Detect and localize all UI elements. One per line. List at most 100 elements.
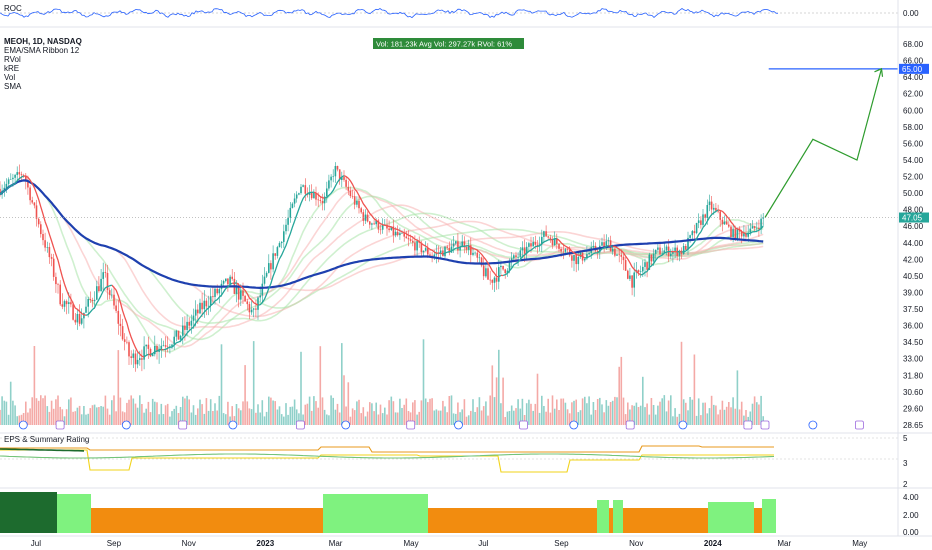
candle-body [276, 247, 279, 256]
volume-bar [498, 349, 500, 425]
earnings-marker[interactable] [625, 420, 635, 430]
volume-bar [616, 397, 618, 425]
volume-bar [433, 410, 436, 425]
earnings-marker[interactable] [743, 420, 753, 430]
volume-bar [171, 411, 173, 425]
earnings-marker[interactable] [55, 420, 65, 430]
candle-body [166, 346, 169, 348]
candle-body [63, 301, 66, 307]
volume-bar [414, 400, 416, 425]
volume-bar [87, 413, 89, 425]
volume-bar [622, 397, 625, 425]
volume-bar [678, 413, 681, 425]
volume-bar [123, 412, 126, 425]
volume-bar [452, 413, 455, 425]
eps-yellow-line [0, 449, 774, 473]
volume-bar [182, 396, 184, 425]
volume-bar [68, 399, 70, 425]
time-axis-label: Nov [629, 539, 643, 548]
volume-bar [293, 399, 296, 425]
eps-axis-0: 5 [903, 434, 908, 443]
candle-body [665, 246, 668, 251]
volume-bar [22, 413, 25, 425]
candle-body [9, 179, 12, 180]
earnings-marker[interactable] [760, 420, 770, 430]
candle-body [427, 248, 429, 255]
earnings-marker[interactable] [178, 420, 188, 430]
candle-body [525, 246, 528, 254]
time-axis-label: Sep [554, 539, 569, 548]
volume-bar [588, 396, 590, 425]
volume-bar [758, 404, 760, 425]
volume-bar [33, 346, 36, 425]
candle-body [186, 321, 188, 330]
volume-bar [44, 395, 46, 425]
dividend-marker[interactable] [341, 420, 351, 430]
volume-bar [455, 413, 457, 425]
candle-body [315, 192, 317, 200]
volume-bar [416, 414, 418, 425]
time-axis-label: Jul [478, 539, 488, 548]
volume-bar [553, 408, 556, 425]
dividend-marker[interactable] [228, 420, 238, 430]
earnings-marker[interactable] [295, 420, 305, 430]
eps-green-line [0, 453, 775, 459]
roc-label: ROC [4, 4, 22, 13]
dividend-marker[interactable] [121, 420, 131, 430]
volume-bar [276, 409, 279, 425]
dividend-marker[interactable] [808, 420, 818, 430]
candle-body [104, 272, 107, 273]
volume-bar [12, 400, 14, 425]
volume-bar [388, 400, 390, 425]
volume-bar [147, 401, 150, 425]
earnings-marker[interactable] [406, 420, 416, 430]
earnings-marker[interactable] [519, 420, 528, 430]
volume-bar [719, 409, 721, 425]
dividend-marker[interactable] [18, 420, 28, 430]
price-axis-label: 44.00 [903, 239, 924, 248]
current-price-tag: 47.05 [899, 212, 929, 223]
volume-bar [315, 401, 317, 425]
candle-body [18, 172, 21, 175]
volume-bar [732, 397, 734, 425]
candle-body [293, 198, 296, 204]
volume-bar [523, 415, 526, 425]
candle-body [644, 262, 646, 267]
candle-body [48, 247, 51, 258]
volume-bar [360, 413, 362, 425]
volume-bar [590, 414, 592, 425]
candle-body [536, 244, 539, 246]
dividend-marker[interactable] [454, 420, 463, 430]
volume-bar [515, 408, 517, 425]
volume-bar [700, 415, 702, 425]
candle-body [319, 200, 322, 201]
volume-bar [734, 408, 737, 425]
eps-axis-1: 3 [903, 459, 908, 468]
dividend-marker[interactable] [678, 420, 688, 430]
candle-body [736, 228, 739, 240]
volume-bar [295, 409, 298, 425]
candle-body [119, 323, 122, 326]
candle-body [106, 273, 109, 291]
candle-body [687, 237, 689, 250]
volume-bar [702, 402, 704, 425]
candle-body [278, 243, 281, 248]
volume-bar [106, 408, 109, 425]
candle-body [182, 325, 184, 336]
price-axis-label: 50.00 [903, 189, 924, 198]
candle-body [470, 245, 472, 255]
candle-body [16, 172, 18, 175]
volume-bar [113, 395, 115, 425]
volume-bar [220, 344, 223, 425]
earnings-marker[interactable] [855, 420, 864, 430]
volume-bar [184, 398, 186, 425]
candle-body [756, 227, 758, 229]
volume-bar [510, 405, 513, 425]
price-axis-label: 48.00 [903, 206, 924, 215]
volume-bar [166, 403, 169, 425]
rating-segment [762, 499, 776, 533]
dividend-marker[interactable] [569, 420, 579, 430]
volume-bar [72, 411, 74, 425]
candle-body [55, 276, 57, 285]
candle-body [91, 300, 94, 302]
